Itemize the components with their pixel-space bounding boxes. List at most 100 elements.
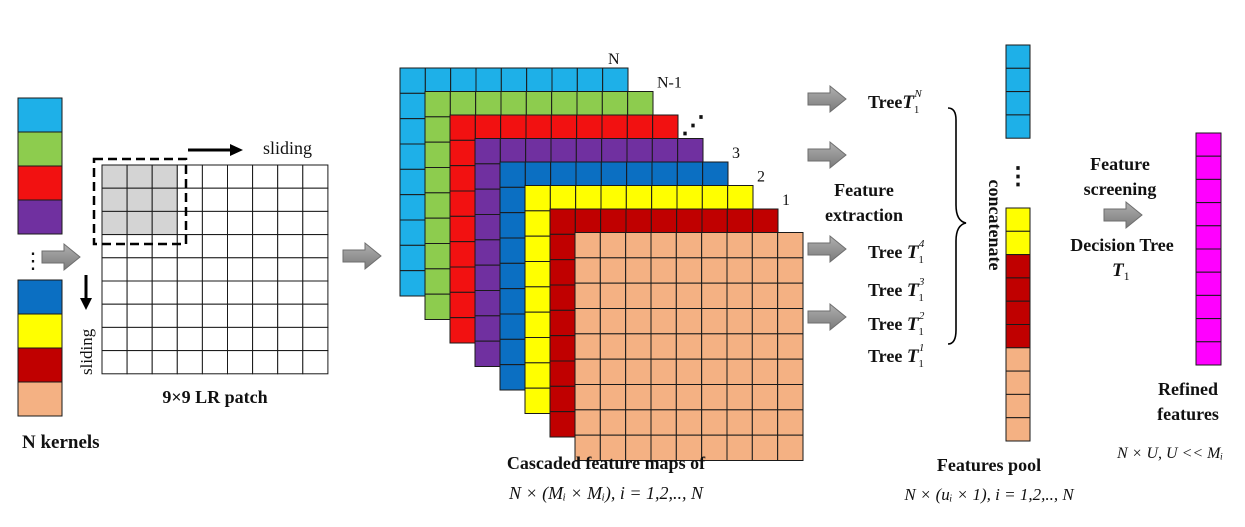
- tree-label-sup: N: [913, 88, 922, 100]
- patch-cell: [302, 280, 329, 305]
- tree-label-sup: 1: [919, 342, 925, 354]
- block-arrow: [1103, 200, 1143, 230]
- patch-cell: [277, 187, 304, 212]
- patch-cell: [201, 234, 228, 259]
- feature-map-cell: [751, 358, 779, 385]
- kernel-block: [17, 313, 63, 349]
- tree-label-sup: 2: [919, 310, 925, 322]
- feature-map-cell: [625, 333, 652, 360]
- tree-label-var: T: [907, 314, 920, 335]
- feature-map-cell: [726, 257, 753, 284]
- patch-cell: [302, 210, 329, 236]
- feature-map-cell: [652, 114, 679, 141]
- patch-cell: [201, 257, 228, 282]
- feature-map-cell: [777, 282, 804, 309]
- feature-map-cell: [601, 138, 628, 165]
- feature-map-cell: [524, 235, 551, 263]
- feature-map-cell: [549, 185, 577, 212]
- patch-cell: [126, 210, 153, 236]
- feature-map-cell: [399, 92, 426, 120]
- feature-map-cell: [777, 333, 804, 360]
- tree-label-sub: 1: [914, 104, 920, 116]
- feature-map-cell: [399, 67, 426, 94]
- feature-map-cell: [627, 91, 654, 118]
- flow-arrow-patch-to-maps: [342, 241, 382, 271]
- feature-map-cell: [625, 232, 652, 259]
- flow-arrow-kernels-to-patch: [41, 242, 81, 272]
- patch-cell: [302, 257, 329, 282]
- patch-cell: [126, 350, 153, 375]
- tree-label-sub: 1: [918, 254, 924, 266]
- feature-map-cell: [625, 257, 652, 284]
- feature-map-cell: [600, 161, 628, 188]
- kernel-block: [17, 279, 63, 315]
- patch-cell: [277, 164, 304, 189]
- feature-map-cell: [549, 385, 576, 413]
- feature-map-cell: [777, 384, 804, 411]
- tree-label: Tree T1 1: [868, 342, 924, 370]
- feature-map-cell: [574, 434, 601, 461]
- feature-map-cell: [777, 409, 804, 436]
- patch-cell: [227, 187, 254, 212]
- feature-map-cell: [625, 358, 652, 385]
- feature-map-cell: [576, 114, 603, 141]
- feature-map-cell: [650, 358, 677, 385]
- feature-map-cell: [701, 232, 728, 259]
- feature-map-layer-label: N-1: [657, 75, 682, 92]
- feature-map-cell: [424, 192, 451, 219]
- feature-map-cell: [751, 384, 779, 411]
- feature-map-cell: [549, 284, 576, 311]
- feature-map-cell: [574, 308, 601, 335]
- feature-map-cell: [751, 333, 779, 360]
- kernel-block: [17, 199, 63, 235]
- feature-map-cell: [499, 262, 526, 290]
- feature-map-cell: [474, 290, 501, 317]
- tree-label-prefix: Tree: [868, 346, 907, 366]
- feature-map-cell: [701, 282, 728, 309]
- refined-line2: features: [1157, 404, 1219, 424]
- feature-map-cell: [650, 208, 678, 235]
- feature-map-cell: [602, 67, 629, 94]
- kernel-block: [17, 97, 63, 133]
- patch-cell: [201, 187, 228, 212]
- tree-label-sub: 1: [918, 358, 924, 370]
- feature-map-cell: [726, 358, 753, 385]
- patch-cell: [101, 280, 128, 305]
- patch-cell: [277, 326, 304, 352]
- feature-map-cell: [524, 387, 551, 414]
- feature-map-cell: [549, 360, 576, 387]
- feature-map-cell: [676, 161, 704, 188]
- patch-cell: [252, 303, 279, 328]
- feature-map-cell: [777, 257, 804, 284]
- feature-map-cell: [701, 333, 728, 360]
- feature-map-cell: [500, 91, 527, 118]
- feature-map-cell: [474, 239, 501, 266]
- patch-cell: [277, 234, 304, 259]
- feature-map-cell: [449, 114, 476, 141]
- feature-map-cell: [524, 185, 551, 212]
- feature-map-cell: [574, 384, 601, 411]
- feature-map-cell: [675, 308, 703, 335]
- patch-cell: [176, 187, 203, 212]
- patch-cell: [176, 326, 203, 352]
- screening-tree-var: T1: [1112, 260, 1130, 283]
- kernel-ellipsis: ⋮: [22, 248, 44, 273]
- patch-label: 9×9 LR patch: [162, 387, 267, 407]
- kernel-stack-top: [17, 97, 63, 235]
- patch-cell: [277, 280, 304, 305]
- patch-cell: [252, 187, 279, 212]
- tree-label-var: T: [907, 346, 920, 367]
- patch-cell: [126, 187, 153, 212]
- feature-map-cell: [575, 138, 603, 165]
- feature-map-cell: [751, 308, 779, 335]
- refined-cell: [1195, 341, 1222, 366]
- feature-map-cell: [727, 185, 754, 212]
- tree-label-sup: 4: [919, 238, 925, 250]
- pool-cell: [1005, 44, 1031, 69]
- refined-cell: [1195, 132, 1222, 157]
- pool-cell: [1005, 324, 1031, 349]
- feature-map-cell: [449, 266, 476, 293]
- feature-map-cell: [575, 161, 602, 188]
- patch-cell: [302, 326, 329, 352]
- tree-label: TreeT1 N: [868, 88, 922, 116]
